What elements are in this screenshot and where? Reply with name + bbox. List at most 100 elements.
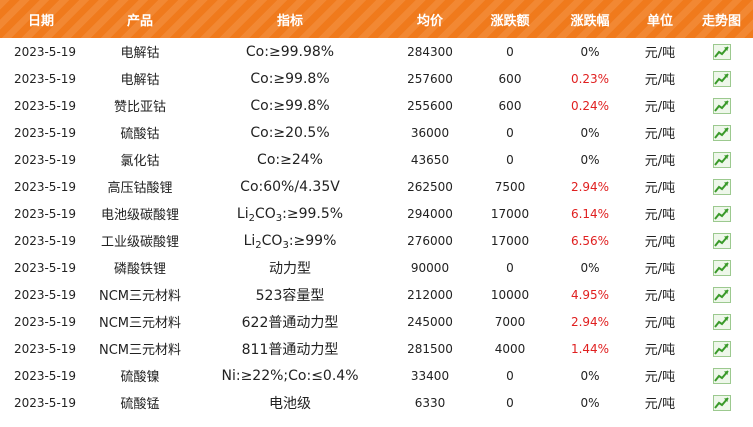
- cell-trend: [690, 259, 753, 276]
- cell-date: 2023-5-19: [13, 206, 77, 221]
- cell-product: NCM三元材料: [98, 316, 182, 331]
- cell-product: 高压钴酸锂: [107, 181, 173, 196]
- cell-product: NCM三元材料: [98, 343, 182, 358]
- cell-product: 工业级碳酸锂: [100, 235, 179, 250]
- table-row: 2023-5-19 NCM三元材料 622普通动力型 245000 7000 2…: [0, 308, 753, 335]
- trend-chart-icon[interactable]: [712, 70, 731, 87]
- trend-chart-icon[interactable]: [712, 124, 731, 141]
- cell-price: 36000: [410, 125, 450, 140]
- trend-chart-icon[interactable]: [712, 43, 731, 60]
- trend-chart-icon[interactable]: [712, 367, 731, 384]
- index-part-mid: CO: [261, 232, 283, 249]
- cell-index: Co:≥99.8%: [250, 97, 330, 114]
- trend-chart-icon[interactable]: [712, 286, 731, 303]
- cell-product: 硫酸钴: [120, 127, 160, 142]
- table-row: 2023-5-19 磷酸铁锂 动力型 90000 0 0% 元/吨: [0, 254, 753, 281]
- cell-trend: [690, 97, 753, 114]
- cell-change-pct: 0.24%: [570, 98, 610, 113]
- header-unit: 单位: [646, 13, 673, 29]
- table-row: 2023-5-19 硫酸钴 Co:≥20.5% 36000 0 0% 元/吨: [0, 119, 753, 146]
- cell-change: 10000: [490, 287, 530, 302]
- index-part-pre: Li: [243, 232, 256, 249]
- cell-date: 2023-5-19: [13, 179, 77, 194]
- cell-product: 氯化钴: [120, 154, 160, 169]
- cell-date: 2023-5-19: [13, 395, 77, 410]
- cell-change: 0: [506, 44, 514, 59]
- cell-price: 281500: [407, 341, 453, 356]
- cell-price: 90000: [410, 260, 450, 275]
- cell-change-pct: 0%: [580, 152, 600, 167]
- header-change: 涨跌额: [490, 13, 530, 29]
- cell-index: Co:≥99.8%: [250, 70, 330, 87]
- cell-change: 600: [498, 71, 522, 86]
- cell-price: 294000: [407, 206, 453, 221]
- cell-unit: 元/吨: [644, 370, 676, 385]
- trend-chart-icon[interactable]: [712, 151, 731, 168]
- index-part-s2: 3: [282, 239, 289, 249]
- cell-change: 4000: [494, 341, 526, 356]
- index-part-post: :≥99.5%: [282, 205, 344, 222]
- cell-index: Co:60%/4.35V: [240, 178, 340, 195]
- cell-product: NCM三元材料: [98, 289, 182, 304]
- cell-trend: [690, 43, 753, 60]
- cell-change-pct: 6.56%: [570, 233, 610, 248]
- cell-trend: [690, 313, 753, 330]
- cell-change-pct: 0%: [580, 44, 600, 59]
- cell-change-pct: 0.23%: [570, 71, 610, 86]
- cell-unit: 元/吨: [644, 46, 676, 61]
- trend-chart-icon[interactable]: [712, 178, 731, 195]
- index-part-s1: 2: [255, 239, 262, 249]
- cell-trend: [690, 394, 753, 411]
- header-trend: 走势图: [701, 13, 741, 29]
- cell-unit: 元/吨: [644, 181, 676, 196]
- trend-chart-icon[interactable]: [712, 259, 731, 276]
- trend-chart-icon[interactable]: [712, 394, 731, 411]
- index-part-s2: 3: [275, 212, 283, 222]
- cell-price: 43650: [410, 152, 450, 167]
- cell-index: 动力型: [269, 260, 311, 277]
- cell-price: 255600: [407, 98, 453, 113]
- cell-price: 257600: [407, 71, 453, 86]
- cell-trend: [690, 151, 753, 168]
- cell-product: 电解钴: [120, 46, 160, 61]
- cell-trend: [690, 232, 753, 249]
- cell-unit: 元/吨: [644, 343, 676, 358]
- trend-chart-icon[interactable]: [712, 97, 731, 114]
- table-row: 2023-5-19 NCM三元材料 811普通动力型 281500 4000 1…: [0, 335, 753, 362]
- cell-change: 0: [506, 368, 514, 383]
- cell-unit: 元/吨: [644, 235, 676, 250]
- cell-change-pct: 0%: [580, 260, 600, 275]
- cell-change: 0: [506, 125, 514, 140]
- cell-date: 2023-5-19: [13, 98, 77, 113]
- index-part-post: :≥99%: [288, 232, 337, 249]
- cell-index: 811普通动力型: [241, 341, 339, 358]
- trend-chart-icon[interactable]: [712, 313, 731, 330]
- cell-change-pct: 4.95%: [570, 287, 610, 302]
- cell-change-pct: 0%: [580, 125, 600, 140]
- cell-change: 7500: [494, 179, 526, 194]
- cell-unit: 元/吨: [644, 316, 676, 331]
- cell-trend: [690, 124, 753, 141]
- cell-change: 0: [506, 395, 514, 410]
- cell-trend: [690, 367, 753, 384]
- table-row: 2023-5-19 氯化钴 Co:≥24% 43650 0 0% 元/吨: [0, 146, 753, 173]
- cell-change-pct: 2.94%: [570, 179, 610, 194]
- trend-chart-icon[interactable]: [712, 205, 731, 222]
- cell-price: 245000: [407, 314, 453, 329]
- cell-price: 284300: [407, 44, 453, 59]
- table-row: 2023-5-19 工业级碳酸锂 Li2CO3:≥99% 276000 1700…: [0, 227, 753, 254]
- index-part-mid: CO: [254, 205, 276, 222]
- table-row: 2023-5-19 硫酸锰 电池级 6330 0 0% 元/吨: [0, 389, 753, 416]
- table-row: 2023-5-19 赞比亚钴 Co:≥99.8% 255600 600 0.24…: [0, 92, 753, 119]
- cell-date: 2023-5-19: [13, 260, 77, 275]
- cell-price: 262500: [407, 179, 453, 194]
- cell-product: 赞比亚钴: [113, 100, 166, 115]
- trend-chart-icon[interactable]: [712, 232, 731, 249]
- header-index: 指标: [276, 13, 303, 29]
- cell-index: 523容量型: [255, 287, 325, 304]
- cell-product: 电池级碳酸锂: [100, 208, 179, 223]
- cell-product: 磷酸铁锂: [113, 262, 166, 277]
- trend-chart-icon[interactable]: [712, 340, 731, 357]
- cell-date: 2023-5-19: [13, 233, 77, 248]
